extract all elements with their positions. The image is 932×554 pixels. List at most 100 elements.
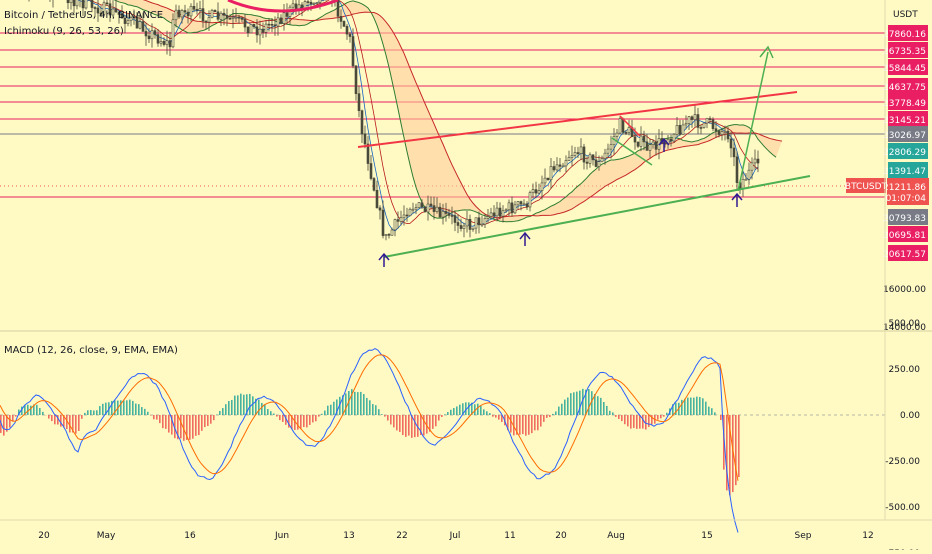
- macd-histogram-bar: [477, 404, 479, 415]
- macd-histogram-bar: [354, 392, 356, 415]
- candle-body: [154, 31, 156, 35]
- time-tick-label: 12: [862, 531, 873, 541]
- candle-body: [700, 127, 702, 128]
- candle-body: [448, 213, 450, 215]
- candle-body: [355, 66, 357, 94]
- macd-histogram-bar: [267, 409, 269, 415]
- macd-histogram-bar: [552, 414, 554, 415]
- macd-histogram-bar: [303, 415, 305, 427]
- candle-body: [721, 132, 723, 135]
- candle-body: [583, 147, 585, 162]
- macd-histogram-bar: [375, 405, 377, 415]
- candle-body: [238, 17, 240, 18]
- candle-body: [601, 158, 603, 161]
- candle-body: [652, 142, 654, 145]
- candle-body: [169, 41, 171, 47]
- macd-histogram-bar: [252, 396, 254, 415]
- candle-body: [619, 119, 621, 133]
- candle-body: [715, 129, 717, 131]
- candle-body: [157, 35, 159, 44]
- macd-histogram-bar: [612, 412, 614, 415]
- macd-histogram-bar: [258, 399, 260, 415]
- candle-body: [202, 9, 204, 21]
- macd-histogram-bar: [306, 415, 308, 427]
- candle-body: [694, 115, 696, 120]
- macd-histogram-bar: [663, 415, 665, 417]
- macd-histogram-bar: [333, 402, 335, 415]
- macd-histogram-bar: [84, 413, 86, 415]
- macd-histogram-bar: [621, 415, 623, 421]
- candle-body: [484, 218, 486, 224]
- macd-histogram-bar: [198, 415, 200, 435]
- macd-histogram-bar: [456, 406, 458, 415]
- macd-histogram-bar: [87, 410, 89, 415]
- candle-body: [751, 163, 753, 170]
- macd-histogram-bar: [537, 415, 539, 430]
- macd-histogram-bar: [39, 408, 41, 415]
- macd-histogram-bar: [618, 415, 620, 419]
- candle-body: [430, 204, 432, 206]
- candle-body: [598, 162, 600, 167]
- macd-histogram-bar: [126, 400, 128, 415]
- candle-body: [385, 234, 387, 235]
- candle-body: [106, 3, 108, 4]
- macd-histogram-bar: [615, 415, 617, 417]
- candle-body: [673, 134, 675, 141]
- macd-histogram-bar: [606, 406, 608, 415]
- candle-body: [475, 218, 477, 228]
- macd-histogram-bar: [264, 404, 266, 415]
- candle-body: [283, 13, 285, 24]
- level-label-text: 24637.75: [883, 83, 926, 93]
- macd-histogram-bar: [138, 404, 140, 415]
- macd-histogram-bar: [519, 415, 521, 435]
- macd-histogram-bar: [156, 415, 158, 420]
- macd-histogram-bar: [315, 415, 317, 421]
- candle-body: [634, 137, 636, 142]
- candle-body: [547, 178, 549, 180]
- candle-body: [649, 145, 651, 151]
- candle-body: [559, 165, 561, 166]
- candle-body: [394, 220, 396, 230]
- macd-histogram-bar: [195, 415, 197, 436]
- candle-body: [466, 219, 468, 226]
- macd-histogram-bar: [648, 415, 650, 427]
- macd-histogram-bar: [573, 392, 575, 415]
- macd-histogram-bar: [561, 404, 563, 415]
- candle-body: [193, 6, 195, 9]
- level-label-text: 23145.21: [883, 116, 926, 126]
- candle-body: [706, 118, 708, 123]
- macd-histogram-bar: [735, 415, 737, 485]
- macd-label: MACD (12, 26, close, 9, EMA, EMA): [4, 345, 178, 356]
- candle-body: [457, 222, 459, 225]
- macd-histogram-bar: [36, 405, 38, 415]
- macd-histogram-bar: [345, 393, 347, 415]
- candle-body: [757, 159, 759, 163]
- candle-body: [379, 208, 381, 210]
- macd-histogram-bar: [327, 406, 329, 415]
- macd-histogram-bar: [123, 400, 125, 415]
- macd-histogram-bar: [549, 415, 551, 417]
- candle-body: [553, 167, 555, 170]
- candle-body: [73, 0, 75, 6]
- level-label-text: 26735.35: [883, 47, 926, 57]
- macd-histogram-bar: [696, 397, 698, 415]
- macd-histogram-bar: [567, 397, 569, 415]
- macd-histogram-bar: [48, 415, 50, 419]
- macd-histogram-bar: [570, 393, 572, 415]
- macd-histogram-bar: [144, 409, 146, 415]
- macd-histogram-bar: [423, 415, 425, 435]
- macd-histogram-bar: [690, 398, 692, 415]
- candle-body: [502, 211, 504, 216]
- candle-body: [292, 4, 294, 7]
- candle-body: [418, 203, 420, 208]
- candle-body: [439, 207, 441, 217]
- macd-histogram-bar: [234, 396, 236, 415]
- candle-body: [469, 219, 471, 229]
- candle-body: [622, 119, 624, 133]
- candle-body: [592, 155, 594, 160]
- candle-body: [220, 13, 222, 19]
- macd-histogram-bar: [129, 400, 131, 415]
- candle-body: [349, 34, 351, 36]
- candle-body: [364, 134, 366, 144]
